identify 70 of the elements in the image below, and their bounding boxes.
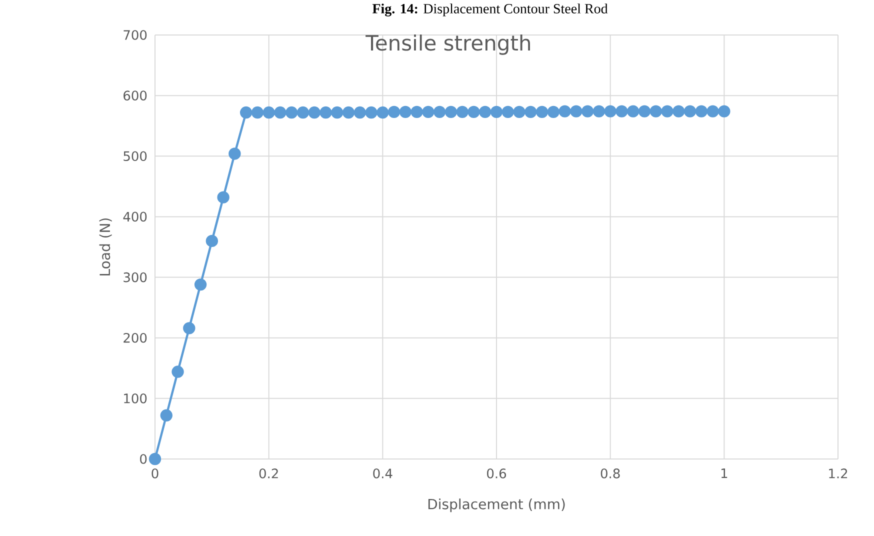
- point: [547, 106, 560, 118]
- point: [217, 191, 230, 204]
- point: [308, 106, 320, 119]
- y-tick-label: 700: [124, 30, 147, 40]
- point: [422, 106, 434, 118]
- point: [444, 106, 458, 118]
- x-tick-label: 0.6: [487, 468, 506, 478]
- point: [456, 106, 468, 118]
- x-tick-label: 0.4: [373, 468, 392, 478]
- y-tick-label: 300: [124, 272, 147, 282]
- point: [570, 105, 582, 118]
- x-axis-title: Displacement (mm): [428, 498, 565, 512]
- point: [320, 106, 332, 119]
- point: [228, 148, 241, 160]
- point: [502, 106, 514, 118]
- y-tick-label: 400: [123, 212, 147, 222]
- point: [513, 106, 526, 118]
- y-axis-title: Load (N): [99, 218, 112, 276]
- point: [684, 105, 696, 118]
- point: [251, 106, 264, 119]
- point: [342, 106, 355, 119]
- point: [274, 106, 286, 119]
- point: [661, 105, 674, 118]
- chart-title: Tensile strength: [366, 34, 530, 55]
- x-tick-label: 0.2: [259, 468, 278, 478]
- point: [160, 409, 172, 422]
- point: [592, 105, 606, 118]
- point: [718, 105, 730, 118]
- point: [468, 106, 480, 118]
- point: [331, 106, 344, 119]
- point: [581, 105, 594, 118]
- point: [490, 106, 503, 118]
- point: [194, 278, 207, 291]
- point: [376, 106, 389, 119]
- point: [524, 106, 537, 118]
- x-tick-label: 1.2: [829, 468, 848, 478]
- point: [410, 106, 423, 118]
- point: [558, 105, 571, 118]
- point: [706, 105, 719, 118]
- point: [536, 106, 548, 118]
- point: [604, 105, 616, 118]
- y-tick-label: 200: [124, 332, 147, 343]
- point: [672, 105, 685, 118]
- point: [240, 106, 252, 119]
- point: [148, 452, 162, 466]
- point: [399, 106, 412, 118]
- point: [183, 322, 196, 334]
- point: [388, 106, 400, 118]
- y-tick-label: 600: [124, 90, 147, 100]
- point: [365, 106, 378, 119]
- point: [638, 105, 651, 118]
- point: [695, 105, 708, 118]
- point: [296, 106, 310, 119]
- point: [354, 106, 366, 119]
- point: [616, 105, 628, 118]
- point: [262, 106, 275, 119]
- y-tick-label: 100: [124, 394, 147, 404]
- y-tick-label: 500: [124, 151, 147, 162]
- x-tick-label: 0.8: [600, 468, 620, 478]
- x-tick-label: 1: [721, 468, 728, 478]
- point: [172, 366, 184, 378]
- point: [479, 106, 492, 118]
- text: Fig. 14: Displacement Contour Steel Rod: [372, 4, 608, 16]
- point: [206, 234, 218, 248]
- point: [627, 105, 640, 118]
- point: [433, 106, 446, 118]
- x-tick-label: 0: [152, 468, 158, 478]
- y-tick-label: 0: [140, 454, 147, 464]
- point: [286, 106, 298, 119]
- point: [650, 105, 662, 118]
